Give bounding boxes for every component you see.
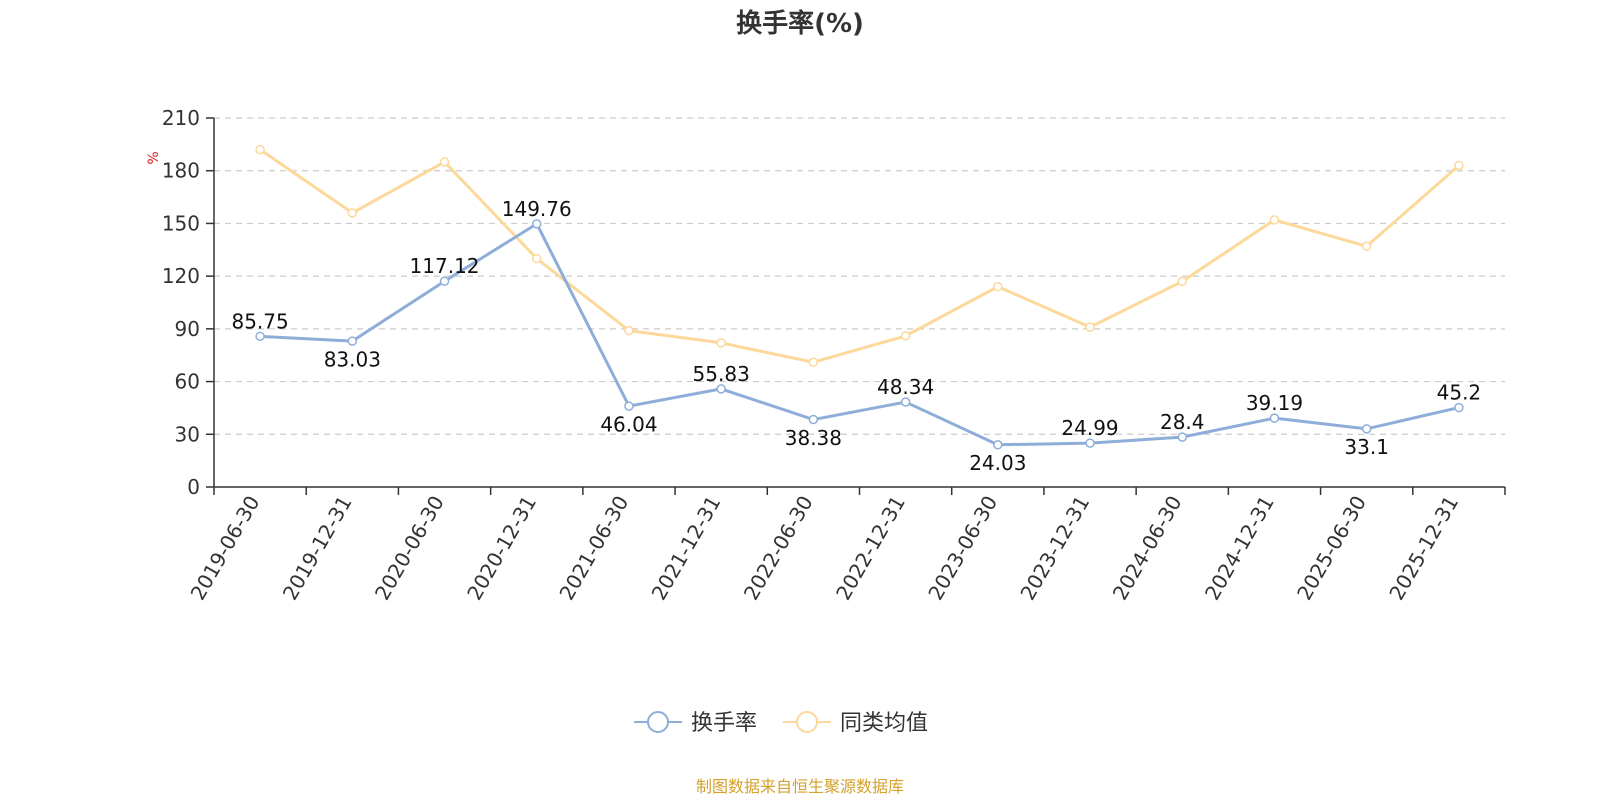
data-point <box>808 414 819 425</box>
data-point <box>439 276 450 286</box>
data-point <box>624 401 634 411</box>
data-label: 46.04 <box>600 412 657 436</box>
data-point <box>347 208 358 218</box>
data-label: 33.1 <box>1344 435 1389 459</box>
y-tick-label: 210 <box>162 106 200 130</box>
legend-circle-icon <box>796 711 818 733</box>
x-tick-label: 2025-06-30 <box>1292 492 1371 605</box>
legend-item-turnover[interactable]: 换手率 <box>634 711 757 736</box>
data-point <box>716 384 726 394</box>
data-point <box>1361 241 1372 252</box>
series-lines <box>255 144 1464 450</box>
y-tick-label: 90 <box>175 317 200 341</box>
data-point <box>1177 432 1187 442</box>
series-line <box>259 148 1460 364</box>
data-label: 38.38 <box>785 426 842 450</box>
x-axis-ticks: 2019-06-30 2019-12-31 2020-06-30 2020-12-31… <box>186 487 1506 605</box>
x-tick-label: 2024-12-31 <box>1200 492 1279 605</box>
data-label: 24.03 <box>969 451 1026 475</box>
data-point <box>1454 402 1464 413</box>
data-point <box>808 357 819 367</box>
x-tick-label: 2019-12-31 <box>278 492 357 605</box>
legend-circle-icon <box>647 711 669 733</box>
y-tick-label: 0 <box>187 475 200 499</box>
y-tick-label: 60 <box>175 370 200 394</box>
chart-title: 换手率(%) <box>736 8 864 39</box>
data-point <box>900 397 911 407</box>
data-point <box>1361 424 1372 434</box>
data-point <box>900 331 911 341</box>
x-tick-label: 2020-06-30 <box>370 492 449 605</box>
y-axis-unit-label: % <box>146 151 162 164</box>
y-tick-label: 150 <box>162 211 200 235</box>
y-tick-label: 30 <box>175 422 200 446</box>
y-axis-ticks: 0 30 60 90 120 150 180 210 <box>162 106 214 499</box>
data-point <box>347 336 358 346</box>
data-label: 24.99 <box>1061 416 1118 440</box>
x-tick-label: 2021-06-30 <box>554 492 633 605</box>
series-line <box>260 222 1460 447</box>
data-point <box>716 338 726 348</box>
x-tick-label: 2021-12-31 <box>647 492 726 605</box>
data-point <box>1085 438 1095 448</box>
data-point <box>532 219 542 229</box>
data-point <box>1269 215 1280 225</box>
data-point <box>1177 276 1187 287</box>
x-tick-label: 2023-12-31 <box>1015 492 1094 605</box>
axes <box>213 118 1505 488</box>
data-point <box>255 144 265 155</box>
data-label: 48.34 <box>877 375 934 399</box>
y-tick-label: 120 <box>162 264 200 288</box>
data-point <box>532 253 542 264</box>
series-peer-average <box>255 144 1464 367</box>
legend-label: 换手率 <box>691 711 757 736</box>
data-label: 39.19 <box>1246 391 1303 415</box>
series-turnover <box>255 219 1464 450</box>
data-point <box>1085 322 1095 332</box>
data-point <box>1454 160 1464 171</box>
data-labels: 85.75 83.03 117.12 149.76 46.04 55.83 38.38 48.… <box>231 197 1481 475</box>
x-tick-label: 2024-06-30 <box>1108 492 1187 605</box>
data-label: 85.75 <box>231 309 288 333</box>
data-label: 83.03 <box>324 347 381 371</box>
x-tick-label: 2025-12-31 <box>1384 492 1463 605</box>
data-point <box>1269 413 1280 423</box>
legend-item-peer-average[interactable]: 同类均值 <box>783 711 928 736</box>
data-label: 28.4 <box>1160 410 1205 434</box>
data-label: 117.12 <box>410 254 480 278</box>
data-label: 149.76 <box>502 197 572 221</box>
x-tick-label: 2022-06-30 <box>739 492 818 605</box>
data-point <box>439 157 450 167</box>
x-tick-label: 2020-12-31 <box>462 492 541 605</box>
x-tick-label: 2022-12-31 <box>831 492 910 605</box>
legend[interactable]: 换手率 同类均值 <box>634 711 928 736</box>
y-tick-label: 180 <box>162 159 200 183</box>
data-label: 55.83 <box>693 362 750 386</box>
data-point <box>993 440 1003 450</box>
x-tick-label: 2023-06-30 <box>923 492 1002 605</box>
legend-label: 同类均值 <box>840 711 928 736</box>
data-point <box>624 325 634 336</box>
grid-lines <box>214 117 1505 435</box>
data-point <box>993 281 1003 292</box>
data-label: 45.2 <box>1437 381 1482 405</box>
data-source-note: 制图数据来自恒生聚源数据库 <box>696 777 904 796</box>
x-tick-label: 2019-06-30 <box>186 492 265 605</box>
data-point <box>255 331 265 342</box>
